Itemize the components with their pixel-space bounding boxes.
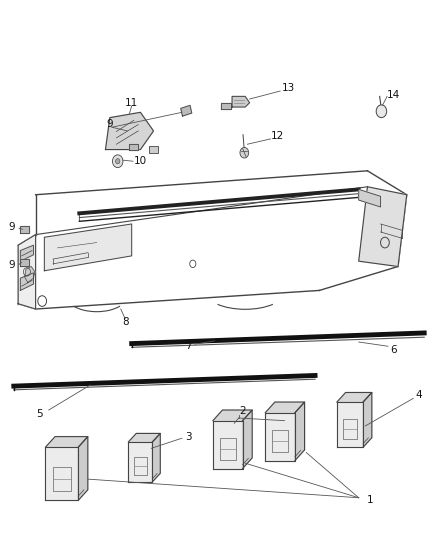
Polygon shape [106,112,153,150]
Polygon shape [359,187,407,266]
Polygon shape [25,266,35,282]
Text: 2: 2 [240,406,246,416]
Polygon shape [46,437,88,447]
Polygon shape [181,106,192,116]
Polygon shape [20,259,29,266]
Text: 9: 9 [106,119,113,129]
Polygon shape [20,226,29,233]
Polygon shape [337,402,363,447]
Polygon shape [20,273,33,290]
Polygon shape [243,410,252,469]
Polygon shape [130,144,138,150]
Polygon shape [359,189,381,207]
Polygon shape [363,392,372,447]
Polygon shape [46,447,78,500]
Text: 9: 9 [9,222,15,232]
Polygon shape [20,245,33,261]
Circle shape [240,148,249,158]
Text: 9: 9 [9,261,15,270]
Text: 13: 13 [281,83,295,93]
Text: 14: 14 [387,90,400,100]
Circle shape [376,105,387,118]
Polygon shape [265,413,295,461]
Polygon shape [213,410,252,421]
Polygon shape [232,96,250,107]
Text: 3: 3 [185,432,192,442]
Polygon shape [213,421,243,469]
Polygon shape [44,224,132,271]
Text: 11: 11 [125,98,138,108]
Text: 12: 12 [271,131,284,141]
Text: 8: 8 [122,317,128,327]
Text: 4: 4 [416,390,422,400]
Text: 7: 7 [185,341,192,351]
Circle shape [113,155,123,167]
Text: 1: 1 [366,495,373,505]
Polygon shape [128,442,152,482]
Bar [149,146,158,153]
Text: 6: 6 [390,345,397,356]
Text: 5: 5 [37,409,43,419]
Polygon shape [265,402,304,413]
Polygon shape [221,103,231,109]
Polygon shape [18,235,35,309]
Polygon shape [337,392,372,402]
Circle shape [116,159,120,164]
Polygon shape [78,437,88,500]
Polygon shape [152,433,160,482]
Polygon shape [128,433,160,442]
Polygon shape [295,402,304,461]
Text: 10: 10 [134,156,147,166]
